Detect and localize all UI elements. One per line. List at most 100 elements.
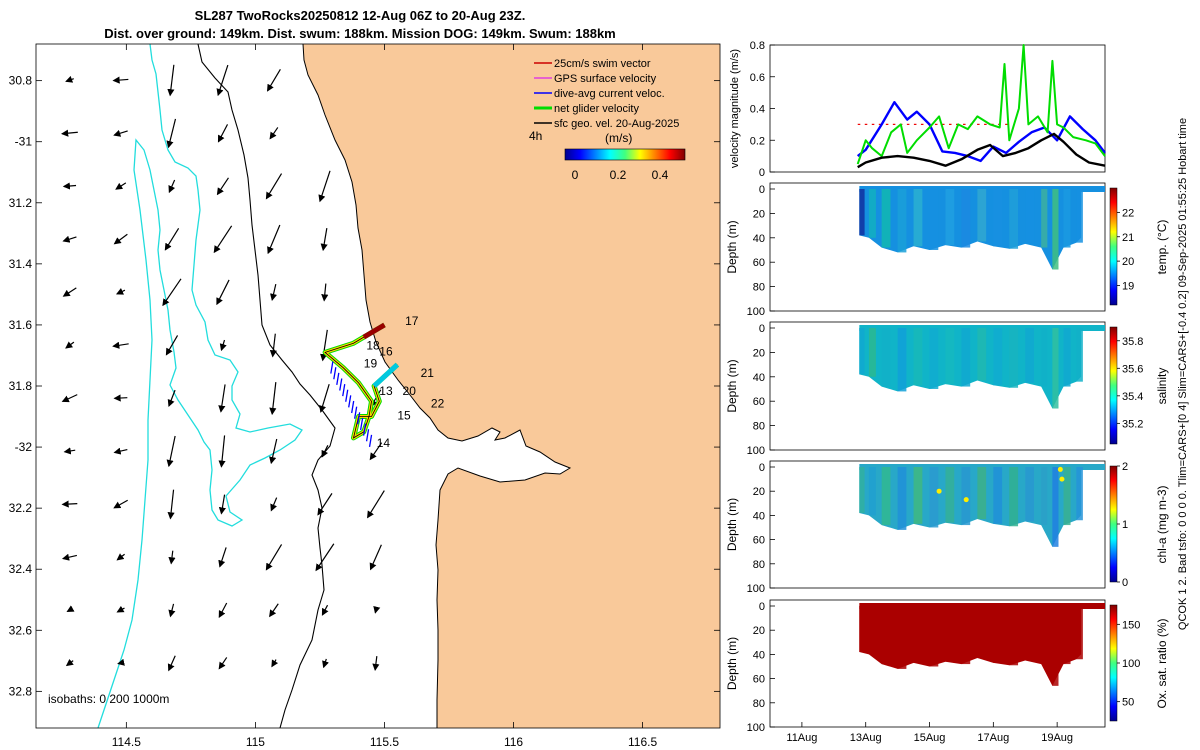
geo-velocity-arrow [265, 173, 283, 200]
map-y-tick-label: 31.2 [9, 196, 33, 210]
section-colorbar [1109, 465, 1118, 583]
geo-velocity-arrow [270, 283, 278, 302]
day-label: 17 [405, 314, 419, 328]
section-column [993, 328, 1003, 386]
section-column [1041, 328, 1048, 387]
depth-y-tick-label: 20 [753, 486, 765, 498]
section-column [929, 328, 939, 389]
depth-y-tick-label: 80 [753, 559, 765, 571]
section-column [1041, 189, 1048, 248]
geo-velocity-arrow [322, 658, 329, 669]
section-column [859, 328, 865, 375]
section-colorbar [1109, 326, 1118, 445]
section-column [929, 467, 939, 528]
geo-velocity-arrow [216, 177, 229, 196]
day-label: 14 [377, 436, 391, 450]
section-column [961, 328, 971, 387]
map-y-tick-label: 30.8 [9, 74, 33, 88]
geo-velocity-arrow [369, 544, 382, 571]
geo-velocity-arrow [113, 129, 128, 137]
isobath-200m [197, 44, 336, 728]
depth-y-tick-label: 100 [747, 445, 765, 457]
geo-velocity-arrow [267, 224, 281, 255]
depth-y-label: Depth (m) [725, 637, 739, 690]
section-column [1063, 328, 1071, 387]
map-y-tick-label: 32.4 [9, 562, 33, 576]
section-column [993, 606, 1003, 663]
geo-velocity-arrow [62, 182, 77, 190]
geo-velocity-arrow [167, 655, 176, 672]
velocity-series-line [856, 44, 1106, 165]
geo-velocity-arrow [167, 64, 175, 97]
colorbar-tick-label: 2 [1122, 461, 1128, 473]
depth-y-label: Depth (m) [725, 220, 739, 273]
title-line-2: Dist. over ground: 149km. Dist. swum: 18… [104, 26, 616, 41]
map-y-tick-label: -31 [15, 135, 33, 149]
geo-velocity-arrow [63, 447, 76, 455]
geo-velocity-arrow [60, 129, 78, 137]
current-velocity-arrow [356, 412, 361, 425]
section-column [913, 328, 923, 386]
geo-velocity-arrow [65, 658, 74, 667]
section-colorbar [1109, 187, 1118, 306]
geo-velocity-arrow [113, 233, 128, 245]
geo-velocity-arrow [66, 605, 75, 612]
map-x-ticks: 114.5 115 115.5 116 116.5 [112, 44, 657, 749]
geo-velocity-arrow [219, 339, 227, 352]
geo-velocity-arrow [218, 657, 228, 670]
depth-y-tick-label: 0 [759, 601, 765, 613]
day-label: 13 [379, 384, 393, 398]
current-velocity-arrow [348, 395, 352, 408]
legend-swim-label: 25cm/s swim vector [554, 58, 651, 70]
surface-velocity-arrows [60, 64, 385, 672]
geo-velocity-arrow [115, 288, 126, 295]
colorbar-tick-label: 21 [1122, 232, 1134, 244]
section-column [961, 467, 971, 526]
legend-net-label: net glider velocity [554, 103, 639, 115]
depth-y-tick-label: 60 [753, 674, 765, 686]
speed-colorbar [564, 148, 686, 161]
legend-time-marker: 4h [529, 129, 542, 143]
depth-y-tick-label: 0 [759, 462, 765, 474]
legend-gps-label: GPS surface velocity [554, 73, 657, 85]
geo-velocity-arrow [113, 447, 128, 455]
glider-track [322, 322, 400, 447]
track-outline [324, 324, 398, 439]
section-column [881, 189, 891, 248]
geo-velocity-arrow [216, 279, 230, 306]
section-column [859, 189, 865, 236]
day-label: 15 [397, 409, 411, 423]
track-fast-segment [362, 322, 386, 340]
depth-y-tick-label: 20 [753, 625, 765, 637]
depth-y-tick-label: 100 [747, 722, 765, 734]
geo-velocity-arrow [62, 235, 77, 243]
section-column [859, 467, 865, 513]
depth-y-tick-label: 40 [753, 510, 765, 522]
section-column [897, 328, 907, 392]
section-column [1052, 467, 1059, 547]
geo-velocity-arrow [318, 170, 331, 203]
velocity-y-label: velocity magnitude (m/s) [729, 49, 741, 168]
colorbar-tick-label: 150 [1122, 619, 1140, 631]
geo-velocity-arrow [372, 656, 380, 672]
velocity-y-tick-label: 0 [759, 167, 765, 179]
geo-velocity-arrow [218, 494, 226, 515]
section-column [945, 328, 955, 385]
section-column [1063, 467, 1071, 526]
geo-velocity-arrow [218, 602, 228, 619]
time-x-tick-label: 17Aug [977, 732, 1009, 744]
time-x-tick-label: 15Aug [914, 732, 946, 744]
isobaths-label: isobaths: 0 200 1000m [48, 692, 169, 706]
section-column [993, 189, 1003, 247]
depth-y-tick-label: 60 [753, 396, 765, 408]
geo-velocity-arrow [270, 497, 278, 512]
section-column [1025, 467, 1035, 522]
map-panel: 13 14 15 16 17 18 19 20 21 22 114.5 115 115.5 116 116… [9, 43, 721, 749]
section-column [977, 189, 987, 242]
map-x-tick-label: 116 [504, 735, 523, 749]
colorbar-tick-label: 100 [1122, 658, 1140, 670]
depth-y-tick-label: 100 [747, 583, 765, 595]
current-velocity-arrow [336, 372, 340, 385]
section-column [859, 606, 865, 652]
colorbar-label: temp. (°C) [1155, 220, 1169, 275]
